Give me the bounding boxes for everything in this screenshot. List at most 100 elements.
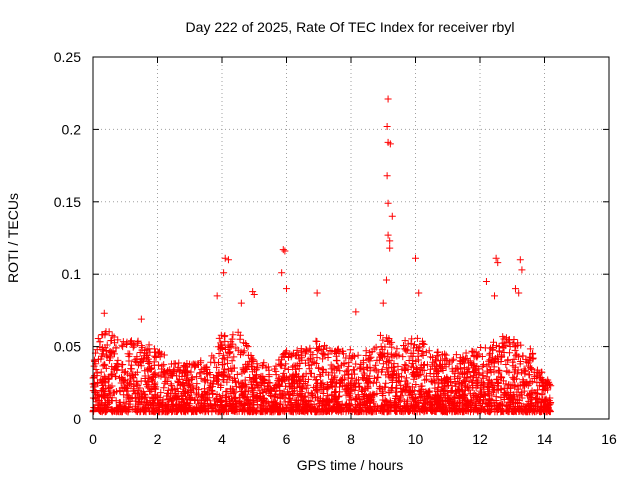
data-point xyxy=(505,369,513,377)
data-point xyxy=(434,348,442,356)
data-point xyxy=(226,403,234,411)
data-point xyxy=(236,331,244,339)
data-point xyxy=(249,384,257,392)
data-point xyxy=(160,351,168,359)
data-point xyxy=(487,368,495,376)
data-point xyxy=(302,384,310,392)
data-point xyxy=(457,408,465,416)
data-point xyxy=(359,403,367,411)
data-point xyxy=(313,386,321,394)
data-point xyxy=(473,353,481,361)
data-point-peak xyxy=(386,140,394,148)
data-point xyxy=(301,392,309,400)
data-point xyxy=(475,365,483,373)
data-point xyxy=(373,356,381,364)
data-point xyxy=(526,345,534,353)
data-point xyxy=(291,365,299,373)
data-point xyxy=(384,338,392,346)
x-tick-label: 0 xyxy=(89,431,97,447)
data-point-peak xyxy=(250,290,258,298)
data-point xyxy=(193,406,201,414)
data-point xyxy=(439,367,447,375)
data-point-peak xyxy=(491,292,499,300)
data-point xyxy=(230,353,238,361)
data-point xyxy=(219,391,227,399)
data-point xyxy=(336,406,344,414)
data-point xyxy=(547,398,555,406)
data-point xyxy=(404,365,412,373)
data-point xyxy=(317,372,325,380)
data-point-peak xyxy=(352,308,360,316)
tick-labels-layer: 0 2 4 6 8 10 12 14 16 0 0.05 0.1 0.15 0.2 0.25 xyxy=(54,49,617,447)
data-point xyxy=(99,362,107,370)
data-point xyxy=(114,362,122,370)
data-point xyxy=(296,390,304,398)
data-point-peak xyxy=(278,269,286,277)
data-point xyxy=(451,373,459,381)
data-point xyxy=(408,335,416,343)
data-point xyxy=(111,408,119,416)
data-point xyxy=(256,389,264,397)
data-point xyxy=(470,360,478,368)
data-point xyxy=(416,396,424,404)
data-point xyxy=(431,356,439,364)
data-point xyxy=(469,402,477,410)
data-point xyxy=(307,397,315,405)
data-point xyxy=(295,355,303,363)
data-point xyxy=(241,388,249,396)
data-point xyxy=(381,397,389,405)
data-point xyxy=(510,335,518,343)
x-tick-label: 2 xyxy=(154,431,162,447)
data-point xyxy=(253,371,261,379)
data-point xyxy=(396,407,404,415)
data-point xyxy=(422,375,430,383)
data-point xyxy=(392,401,400,409)
data-point xyxy=(488,343,496,351)
data-point xyxy=(225,396,233,404)
data-point xyxy=(462,377,470,385)
data-point xyxy=(366,357,374,365)
data-point xyxy=(163,392,171,400)
data-point xyxy=(450,355,458,363)
data-point xyxy=(197,374,205,382)
data-point xyxy=(445,381,453,389)
data-point xyxy=(336,367,344,375)
data-point xyxy=(463,398,471,406)
data-point xyxy=(111,372,119,380)
data-point xyxy=(409,357,417,365)
data-point xyxy=(306,344,314,352)
data-point xyxy=(152,385,160,393)
data-point xyxy=(315,343,323,351)
data-point xyxy=(124,387,132,395)
data-point xyxy=(323,401,331,409)
data-point xyxy=(460,369,468,377)
data-point xyxy=(168,408,176,416)
data-point xyxy=(533,389,541,397)
data-point xyxy=(235,398,243,406)
data-point xyxy=(525,371,533,379)
data-point xyxy=(335,348,343,356)
data-point xyxy=(454,369,462,377)
data-point xyxy=(113,366,121,374)
data-point xyxy=(181,372,189,380)
data-point xyxy=(330,403,338,411)
data-point-peak xyxy=(516,256,524,264)
data-point xyxy=(218,341,226,349)
data-point xyxy=(352,360,360,368)
data-point xyxy=(120,383,128,391)
data-point xyxy=(385,389,393,397)
data-point xyxy=(412,381,420,389)
data-point xyxy=(433,375,441,383)
data-point xyxy=(138,344,146,352)
data-point xyxy=(388,383,396,391)
data-point xyxy=(270,398,278,406)
data-point xyxy=(537,378,545,386)
data-point xyxy=(243,393,251,401)
data-point-peak xyxy=(386,244,394,252)
data-point xyxy=(531,375,539,383)
data-point xyxy=(391,402,399,410)
x-tick-label: 6 xyxy=(283,431,291,447)
data-point xyxy=(313,354,321,362)
data-point xyxy=(472,384,480,392)
data-point xyxy=(462,383,470,391)
